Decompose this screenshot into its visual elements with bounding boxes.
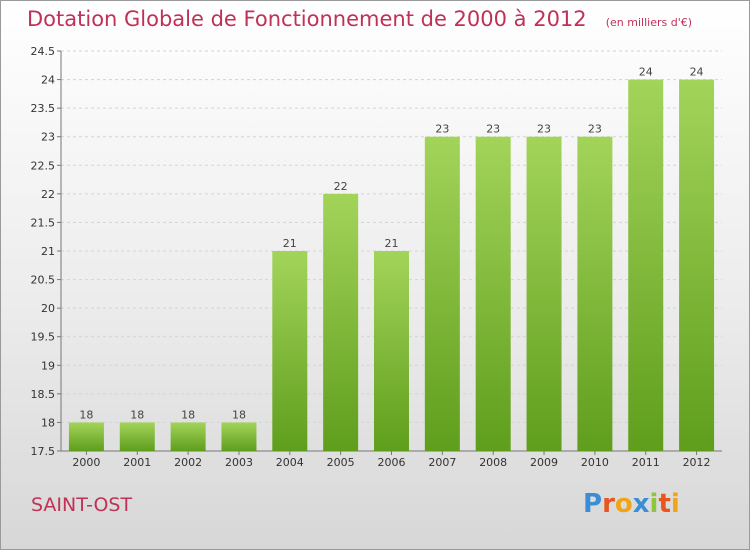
data-label: 24	[639, 66, 653, 79]
x-tick-label: 2008	[479, 456, 507, 469]
chart-title: Dotation Globale de Fonctionnement de 20…	[27, 7, 587, 31]
data-label: 23	[537, 123, 551, 136]
y-tick-label: 20	[41, 302, 55, 315]
x-tick-label: 2000	[72, 456, 100, 469]
x-tick-label: 2006	[378, 456, 406, 469]
y-tick-label: 18	[41, 416, 55, 429]
bar	[272, 251, 308, 451]
y-tick-label: 24.5	[31, 45, 56, 58]
y-tick-label: 19	[41, 359, 55, 372]
data-label: 23	[588, 123, 602, 136]
title-block: Dotation Globale de Fonctionnement de 20…	[27, 7, 692, 31]
y-tick-label: 17.5	[31, 445, 56, 458]
bar	[323, 193, 359, 451]
data-label: 23	[486, 123, 500, 136]
logo-letter: o	[614, 489, 633, 519]
chart-unit: (en milliers d'€)	[605, 16, 693, 29]
y-tick-label: 23.5	[31, 102, 56, 115]
y-tick-label: 19.5	[31, 331, 56, 344]
x-tick-label: 2011	[632, 456, 660, 469]
x-tick-label: 2005	[327, 456, 355, 469]
y-tick-label: 23	[41, 131, 55, 144]
proxiti-logo: Proxiti	[583, 489, 680, 519]
data-label: 18	[130, 408, 144, 421]
data-label: 21	[283, 237, 297, 250]
y-tick-label: 24	[41, 74, 55, 87]
logo-letter: t	[658, 489, 671, 519]
x-tick-label: 2010	[581, 456, 609, 469]
logo-letter: x	[632, 489, 650, 519]
commune-name: SAINT-OST	[31, 494, 133, 516]
x-tick-label: 2007	[428, 456, 456, 469]
logo-letter: r	[602, 489, 615, 519]
logo-letter: i	[670, 489, 680, 519]
y-tick-label: 22	[41, 188, 55, 201]
bar	[526, 136, 562, 451]
y-tick-label: 22.5	[31, 159, 56, 172]
logo-letter: P	[583, 489, 603, 519]
bar	[475, 136, 511, 451]
x-tick-label: 2003	[225, 456, 253, 469]
x-tick-label: 2002	[174, 456, 202, 469]
bar	[221, 422, 257, 451]
data-label: 22	[334, 180, 348, 193]
x-tick-label: 2001	[123, 456, 151, 469]
x-tick-label: 2004	[276, 456, 304, 469]
logo-letter: i	[649, 489, 659, 519]
y-tick-label: 20.5	[31, 274, 56, 287]
y-tick-label: 18.5	[31, 388, 56, 401]
y-tick-label: 21.5	[31, 216, 56, 229]
bar	[374, 251, 409, 451]
data-label: 18	[232, 408, 246, 421]
data-label: 23	[435, 123, 449, 136]
bar	[68, 422, 104, 451]
x-tick-label: 2012	[683, 456, 711, 469]
data-label: 21	[385, 237, 399, 250]
data-label: 18	[181, 408, 195, 421]
bar	[170, 422, 206, 451]
data-label: 18	[79, 408, 93, 421]
bar	[628, 79, 664, 452]
bar	[119, 422, 155, 451]
y-tick-label: 21	[41, 245, 55, 258]
bar	[577, 136, 613, 451]
bar	[424, 136, 460, 451]
bar	[679, 79, 715, 452]
x-tick-label: 2009	[530, 456, 558, 469]
data-label: 24	[690, 66, 704, 79]
